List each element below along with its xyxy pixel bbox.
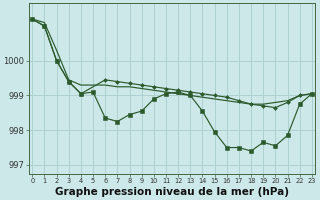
X-axis label: Graphe pression niveau de la mer (hPa): Graphe pression niveau de la mer (hPa) — [55, 187, 289, 197]
